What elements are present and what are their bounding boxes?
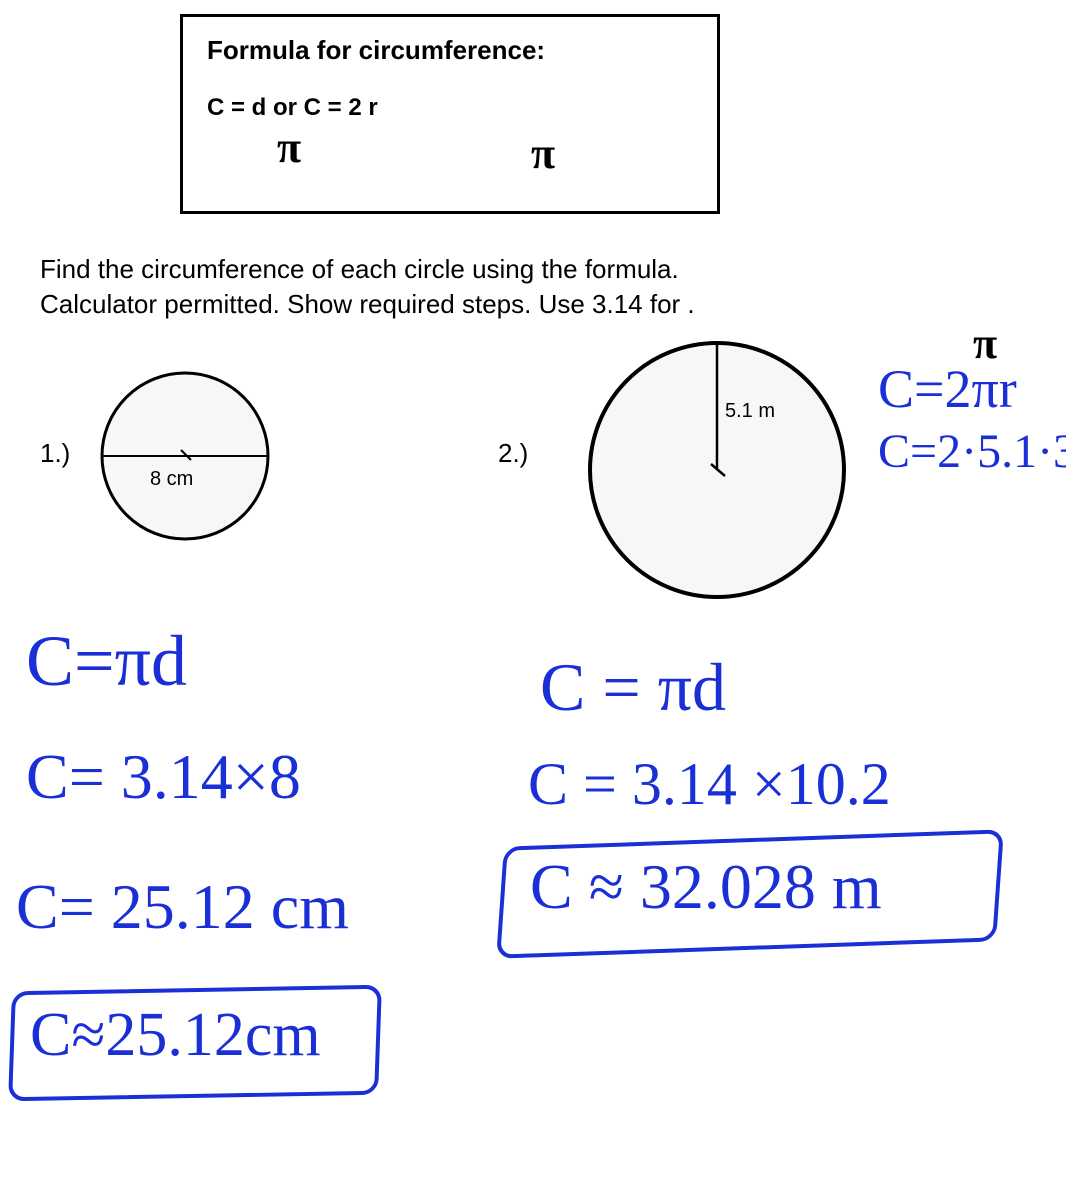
problem-1-number: 1.) bbox=[40, 438, 70, 469]
problem-2-circle bbox=[582, 335, 852, 605]
handwritten-step: C= 3.14×8 bbox=[26, 740, 301, 814]
problem-2-dimension: 5.1 m bbox=[725, 400, 775, 423]
formula-title: Formula for circumference: bbox=[207, 35, 693, 66]
handwritten-step: C ≈ 32.028 m bbox=[530, 850, 882, 924]
handwritten-step: C=2·5.1·3.14 bbox=[878, 424, 1066, 479]
formula-equations: C = d or C = 2 r π π bbox=[207, 94, 693, 122]
handwritten-step: C= 25.12 cm bbox=[16, 870, 349, 944]
instructions-line1: Find the circumference of each circle us… bbox=[40, 252, 695, 287]
handwritten-step: C=πd bbox=[26, 620, 187, 703]
problem-1-circle bbox=[95, 366, 275, 546]
handwritten-step: C = 3.14 ×10.2 bbox=[528, 750, 891, 819]
handwritten-step: C=2πr bbox=[878, 358, 1017, 420]
pi-symbol-2: π bbox=[531, 128, 555, 179]
problem-1-dimension: 8 cm bbox=[150, 468, 193, 491]
instructions-line2: Calculator permitted. Show required step… bbox=[40, 287, 695, 322]
handwritten-step: C = πd bbox=[540, 648, 726, 727]
formula-text: C = d or C = 2 r bbox=[207, 94, 378, 121]
problem-2-number: 2.) bbox=[498, 438, 528, 469]
formula-box: Formula for circumference: C = d or C = … bbox=[180, 14, 720, 214]
instructions-text: Find the circumference of each circle us… bbox=[40, 252, 695, 322]
handwritten-step: C≈25.12cm bbox=[30, 1000, 321, 1071]
pi-symbol-1: π bbox=[277, 122, 301, 173]
